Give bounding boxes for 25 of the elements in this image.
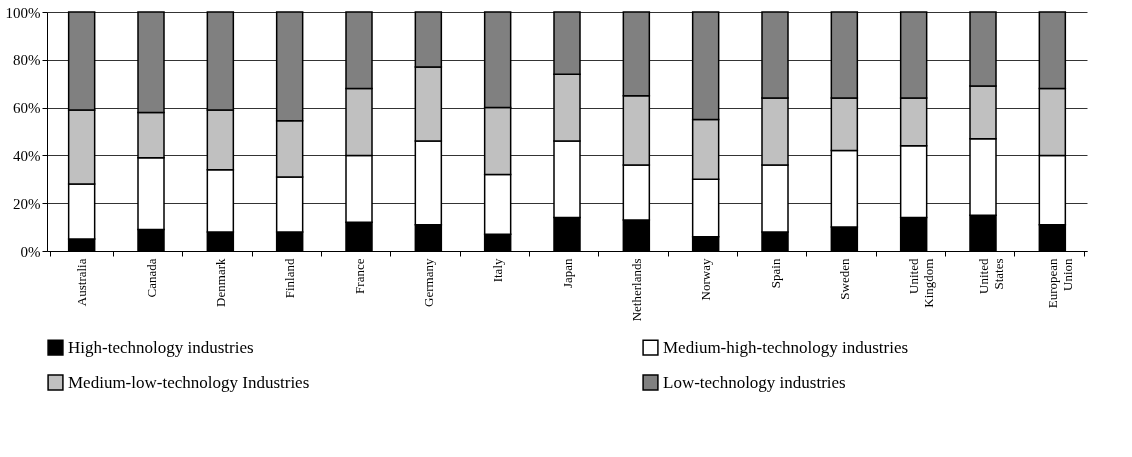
x-tick-label: Netherlands <box>628 258 644 322</box>
x-tick-label: United States <box>975 258 1006 294</box>
x-tick-label: France <box>351 258 367 294</box>
x-tick-label: Canada <box>143 258 159 298</box>
x-tick-label: Norway <box>698 258 714 301</box>
x-tick-label: Germany <box>420 258 436 307</box>
x-tick-label: Sweden <box>836 258 852 300</box>
y-tick-label: 0% <box>20 243 41 260</box>
legend-label: Medium-high-technology industries <box>663 337 909 357</box>
legend-label: High-technology industries <box>68 337 254 357</box>
x-tick-label: Spain <box>767 258 783 289</box>
y-tick-label: 40% <box>13 147 41 164</box>
x-tick-label: United Kingdom <box>906 258 937 308</box>
x-tick-label: Finland <box>282 258 298 299</box>
x-tick-label: Italy <box>490 258 506 283</box>
legend-label: Medium-low-technology Industries <box>68 372 310 392</box>
legend-label: Low-technology industries <box>663 372 846 392</box>
y-tick-label: 60% <box>13 100 41 117</box>
x-tick-label: Denmark <box>212 258 228 307</box>
x-tick-label: European Union <box>1044 258 1075 309</box>
x-tick-label: Japan <box>559 258 575 289</box>
x-tick-label: Australia <box>74 258 90 307</box>
y-tick-label: 100% <box>5 4 41 21</box>
y-tick-label: 80% <box>13 52 41 69</box>
y-tick-label: 20% <box>13 195 41 212</box>
